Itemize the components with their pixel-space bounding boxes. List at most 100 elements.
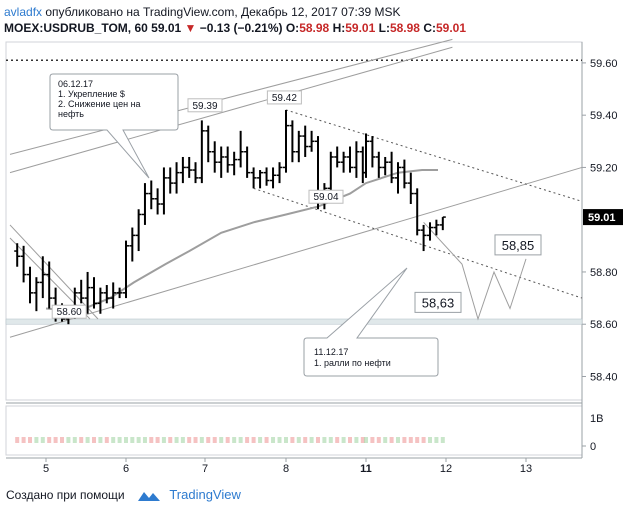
high-value: 59.01 [345,21,376,35]
forecast-price-text: 58,85 [502,238,535,253]
forecast-price-text: 58,63 [422,295,455,310]
volume-bar [79,437,84,443]
volume-bar [130,437,135,443]
author-name[interactable]: avladfx [4,5,43,19]
volume-bar [376,437,381,443]
volume-bar [28,437,32,443]
volume-bar [258,437,263,443]
forecast-price-label [414,291,462,313]
volume-bar [296,437,301,443]
price-label-text: 59.39 [192,101,217,112]
publish-line: avladfx опубликовано на TradingView.com,… [4,4,624,20]
volume-bar [251,437,256,443]
volume-bar [354,437,359,443]
open-label: O: [285,21,300,35]
volume-bar [303,437,308,443]
y-tick-label: 59.40 [590,110,618,122]
volume-bar [335,437,340,443]
y-tick-label: 59.20 [590,162,618,174]
volume-bar [66,437,71,443]
forecast-path [423,221,527,321]
volume-bar [53,437,58,443]
trend-line [9,46,453,174]
volume-bar [245,437,250,443]
volume-bar [155,437,160,443]
volume-bar [206,437,211,443]
trend-line [285,109,583,202]
volume-bar [309,437,314,443]
volume-bar [277,437,282,443]
price-label-text: 59.42 [272,93,297,104]
support-zone [5,318,583,325]
volume-bar [415,437,420,443]
volume-bar [402,437,407,443]
volume-bar [360,437,365,443]
trend-line [9,38,453,155]
x-tick-label: 12 [440,463,452,475]
price-label [187,98,223,113]
high-label: H: [332,21,346,35]
price-label [51,304,87,319]
moving-average-line [45,169,438,313]
volume-bar [396,437,400,443]
ohlc-line: MOEX:USDRUB_TOM, 60 59.01 ▼ −0.13 (−0.21… [4,20,624,36]
low-value: 58.98 [389,21,420,35]
down-arrow-icon: ▼ [184,21,197,35]
volume-bar [47,437,52,443]
low-label: L: [378,21,390,35]
tradingview-link[interactable]: TradingView [169,487,241,502]
volume-bar [168,437,173,443]
trend-line [9,224,99,320]
volume-bar [180,437,185,443]
x-tick-label: 5 [43,463,49,475]
volume-bar [111,437,116,443]
change-value: −0.13 (−0.21%) [199,21,283,35]
annotation-callout [49,73,179,179]
price-label [266,90,302,105]
volume-bar [85,437,90,443]
annotation-callout [303,267,439,377]
volume-bar [104,437,109,443]
y-tick-label: 59.60 [590,58,618,70]
annotation-text: 2. Снижение цен на [58,99,141,109]
x-tick-label: 11 [360,463,372,475]
annotation-text: 06.12.17 [58,79,93,89]
volume-bar [98,437,103,443]
volume-bar [232,437,237,443]
volume-bar [271,437,276,443]
volume-bar [408,437,413,443]
forecast-price-label [494,234,542,256]
y-tick-label: 58.80 [590,267,618,279]
volume-bar [428,437,432,443]
y-tick-label: 58.60 [590,319,618,331]
volume-bar [328,437,333,443]
volume-bar [322,437,327,443]
volume-bar [389,437,394,443]
volume-bar [219,437,224,443]
volume-bar [225,437,230,443]
price-label [308,189,344,204]
tradingview-logo-icon [137,491,160,501]
volume-bar [136,437,141,443]
last-price: 59.01 [151,21,182,35]
volume-bar [60,437,64,443]
volume-bar [174,437,179,443]
close-label: C: [423,21,436,35]
volume-bar [290,437,295,443]
volume-bar [284,437,288,443]
annotation-text: 1. Укрепление $ [58,89,125,99]
price-label-text: 59.04 [313,192,338,203]
volume-bar [434,437,439,443]
volume-bar [264,437,269,443]
volume-tick-label: 0 [590,441,596,453]
volume-bar [341,437,346,443]
volume-bar [15,437,20,443]
volume-bar [348,437,352,443]
volume-bar [34,437,39,443]
volume-bar [142,437,147,443]
y-tick-label: 59.01 [588,212,616,224]
volume-pane-border [5,405,583,456]
volume-bar [92,437,96,443]
published-text: опубликовано на TradingView.com, Декабрь… [45,5,401,19]
